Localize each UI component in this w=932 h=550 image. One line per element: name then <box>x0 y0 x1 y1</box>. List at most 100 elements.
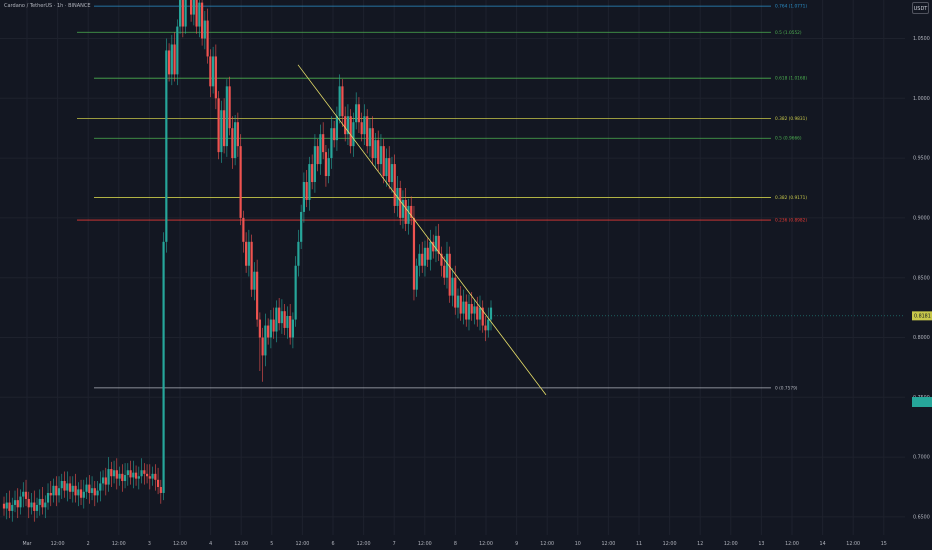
candle-body <box>390 164 394 183</box>
candle-body <box>344 116 347 135</box>
time-axis[interactable]: Mar 12:00 2 12:00 3 12:00 4 12:00 5 12:00 6 12:00 7 1… <box>22 541 886 547</box>
candle-body <box>63 481 66 491</box>
candle-body <box>467 304 471 320</box>
candle-body <box>366 116 369 147</box>
candle-body <box>123 475 127 482</box>
candle-body <box>247 241 250 266</box>
candle-body <box>379 146 383 165</box>
candle-body <box>393 164 396 206</box>
time-tick-label: 10 <box>575 541 581 547</box>
candle-body <box>346 116 350 135</box>
candle-body <box>148 476 151 479</box>
time-tick-label: 11 <box>636 541 642 547</box>
candle-body <box>27 498 30 508</box>
candle-body <box>297 241 300 266</box>
price-tick-label: 1.0500 <box>913 36 930 42</box>
candle-body <box>195 0 198 27</box>
candle-body <box>333 128 336 141</box>
candle-body <box>66 483 69 491</box>
candle-body <box>110 469 113 477</box>
fib-label: 0.382 (0.9831) <box>775 116 807 122</box>
fib-label: 0.236 (0.8982) <box>775 218 807 224</box>
time-tick-label: 7 <box>393 541 396 547</box>
candle-body <box>162 241 165 493</box>
candle-body <box>330 128 333 159</box>
candle-body <box>308 164 311 200</box>
candle-body <box>192 0 195 15</box>
candle-body <box>335 116 339 141</box>
candle-body <box>278 307 281 324</box>
candle-body <box>300 211 303 242</box>
candle-body <box>415 265 418 290</box>
candle-body <box>253 271 256 290</box>
fib-label: 0.5 (1.0552) <box>775 30 802 36</box>
candle-body <box>212 56 215 87</box>
fib-label: 0 (0.7579) <box>775 385 798 391</box>
candle-body <box>412 217 416 290</box>
time-tick-label: 15 <box>881 541 887 547</box>
candle-body <box>159 487 162 493</box>
candle-body <box>267 325 270 338</box>
time-tick-label: 3 <box>148 541 151 547</box>
time-tick-label: 12:00 <box>173 541 187 547</box>
candle-body <box>60 481 63 489</box>
candle-body <box>454 277 457 308</box>
candle-body <box>165 50 168 242</box>
candle-body <box>49 492 52 496</box>
candle-body <box>57 488 61 496</box>
candle-body <box>206 20 209 57</box>
price-tick-label: 0.9000 <box>913 216 930 222</box>
candle-body <box>2 503 6 509</box>
candle-body <box>201 2 204 39</box>
candle-body <box>104 477 107 485</box>
candle-body <box>5 502 8 509</box>
candle-body <box>145 473 149 477</box>
candle-body <box>456 295 460 308</box>
candle-body <box>46 492 50 503</box>
price-tick-label: 0.8500 <box>913 275 930 281</box>
price-axis[interactable]: 1.45001.40001.35001.30001.25001.20001.15… <box>491 0 932 521</box>
candle-body <box>85 484 88 492</box>
time-tick-label: 12:00 <box>785 541 799 547</box>
time-tick-label: 12:00 <box>663 541 677 547</box>
candle-body <box>385 158 388 177</box>
time-tick-label: 4 <box>209 541 212 547</box>
candle-body <box>217 98 220 153</box>
candle-body <box>352 122 355 147</box>
time-tick-label: 12:00 <box>418 541 432 547</box>
candle-body <box>341 86 344 117</box>
candle-body <box>181 0 184 27</box>
time-tick-label: 12:00 <box>601 541 615 547</box>
candle-body <box>140 470 143 477</box>
candlesticks <box>2 0 493 522</box>
candle-body <box>404 199 407 224</box>
time-tick-label: 12:00 <box>51 541 65 547</box>
candle-body <box>286 315 289 328</box>
candle-body <box>401 199 405 218</box>
time-tick-label: 12:00 <box>295 541 309 547</box>
candle-body <box>261 337 264 356</box>
candle-body <box>443 265 446 278</box>
candle-body <box>418 253 421 266</box>
trendline[interactable] <box>297 64 547 396</box>
candle-body <box>289 315 292 338</box>
candle-body <box>71 485 74 492</box>
candle-body <box>371 128 374 159</box>
candle-body <box>473 306 476 314</box>
candle-body <box>178 0 182 27</box>
candle-body <box>214 56 217 99</box>
time-tick-label: 12:00 <box>479 541 493 547</box>
candle-body <box>305 182 308 200</box>
candle-body <box>432 241 435 252</box>
candle-body <box>478 307 482 320</box>
candle-body <box>421 253 424 266</box>
fibonacci-levels: 0.764 (1.2123)1 (1.1759)0.786 (1.1312)0.… <box>77 4 807 391</box>
candle-body <box>79 489 83 498</box>
candle-body <box>38 498 41 505</box>
candle-body <box>476 306 479 320</box>
candle-body <box>429 241 432 260</box>
price-badge[interactable] <box>912 311 932 321</box>
currency-button[interactable]: USDT <box>912 2 929 14</box>
trendline-group[interactable] <box>297 64 547 396</box>
